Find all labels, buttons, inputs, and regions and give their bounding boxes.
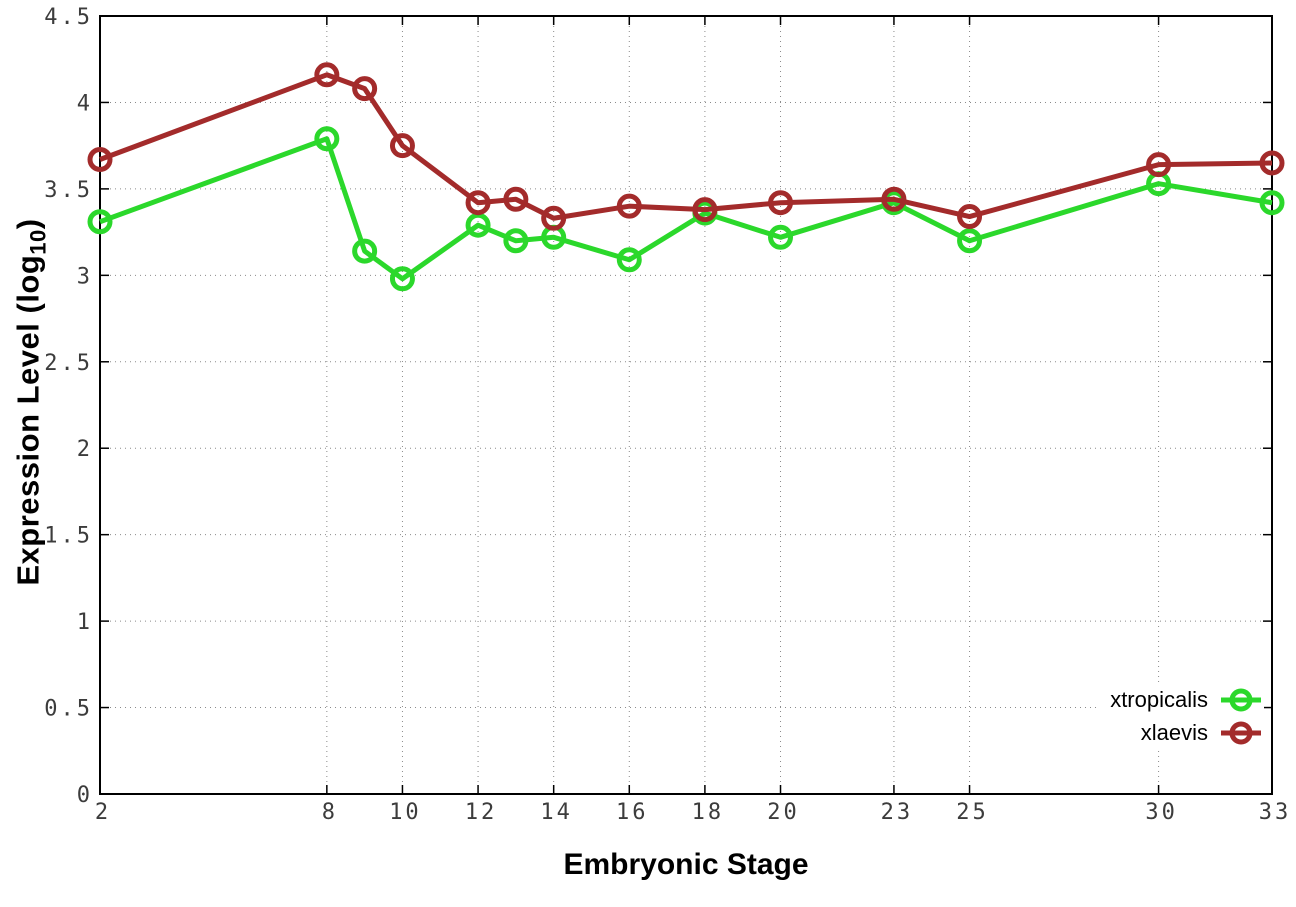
legend-item-xlaevis: xlaevis: [1110, 718, 1264, 747]
x-tick-label: 23: [881, 800, 914, 825]
data-point-xlaevis: [692, 197, 718, 223]
legend: xtropicalis xlaevis: [1096, 683, 1264, 749]
y-tick-label: 2: [77, 437, 93, 462]
x-tick-label: 16: [616, 800, 649, 825]
data-point-xlaevis: [1146, 152, 1172, 178]
data-point-xlaevis: [352, 76, 378, 102]
y-tick-label: 0.5: [44, 697, 93, 722]
legend-marker-xtropicalis: [1221, 688, 1261, 711]
legend-item-xtropicalis: xtropicalis: [1110, 685, 1264, 714]
series-line-xlaevis: [99, 72, 1273, 221]
data-point-xtropicalis: [389, 266, 415, 292]
data-point-xtropicalis: [957, 228, 983, 254]
data-point-xtropicalis: [503, 228, 529, 254]
data-point-xlaevis: [616, 193, 642, 219]
data-point-xtropicalis: [87, 209, 113, 235]
x-tick-label: 8: [322, 800, 338, 825]
y-tick-label: 3.5: [44, 178, 93, 203]
x-tick-label: 33: [1259, 800, 1292, 825]
data-point-xtropicalis: [1259, 190, 1285, 216]
plot-border: [99, 15, 1273, 795]
y-axis-title: Expression Level (log10): [10, 218, 51, 585]
data-point-xlaevis: [389, 133, 415, 159]
series-xtropicalis: [87, 126, 1285, 292]
data-point-xlaevis: [87, 146, 113, 172]
x-tick-label: 18: [692, 800, 725, 825]
y-tick-label: 0: [77, 783, 93, 808]
data-point-xlaevis: [314, 62, 340, 88]
x-tick-label: 12: [465, 800, 498, 825]
tick-marks: [99, 15, 1273, 795]
y-tick-label: 2.5: [44, 351, 93, 376]
tick-labels: 2 8 10 12 14 16 18 20 23 25 30 33 0 0.5 1 1.5 2 2.5 3 3.5 4 4…: [44, 5, 1292, 825]
y-axis-title-subscript: 10: [25, 229, 51, 255]
data-point-xlaevis: [881, 186, 907, 212]
data-point-xlaevis: [957, 204, 983, 230]
series-xlaevis: [87, 62, 1285, 231]
x-tick-label: 20: [767, 800, 800, 825]
data-point-xtropicalis: [314, 126, 340, 152]
y-tick-label: 1: [77, 610, 93, 635]
gridlines: [99, 15, 1273, 795]
x-tick-label: 14: [540, 800, 573, 825]
data-point-xlaevis: [768, 190, 794, 216]
x-tick-label: 25: [956, 800, 989, 825]
data-point-xtropicalis: [352, 238, 378, 264]
y-axis-title-close: ): [10, 218, 46, 230]
y-tick-label: 3: [77, 264, 93, 289]
data-point-xtropicalis: [616, 247, 642, 273]
data-point-xlaevis: [503, 186, 529, 212]
legend-label-xtropicalis: xtropicalis: [1110, 686, 1208, 712]
data-point-xlaevis: [541, 205, 567, 231]
y-tick-label: 4: [77, 91, 93, 116]
x-axis-title: Embryonic Stage: [563, 848, 809, 881]
y-tick-label: 1.5: [44, 524, 93, 549]
x-tick-label: 30: [1145, 800, 1178, 825]
data-point-xtropicalis: [768, 224, 794, 250]
legend-marker-xlaevis: [1221, 721, 1261, 744]
data-point-xlaevis: [1259, 150, 1285, 176]
data-point-xlaevis: [465, 190, 491, 216]
x-tick-label: 2: [95, 800, 111, 825]
legend-label-xlaevis: xlaevis: [1140, 719, 1208, 745]
y-tick-label: 4.5: [44, 5, 93, 30]
y-axis-title-text: Expression Level (log: [10, 254, 46, 586]
x-tick-label: 10: [389, 800, 422, 825]
